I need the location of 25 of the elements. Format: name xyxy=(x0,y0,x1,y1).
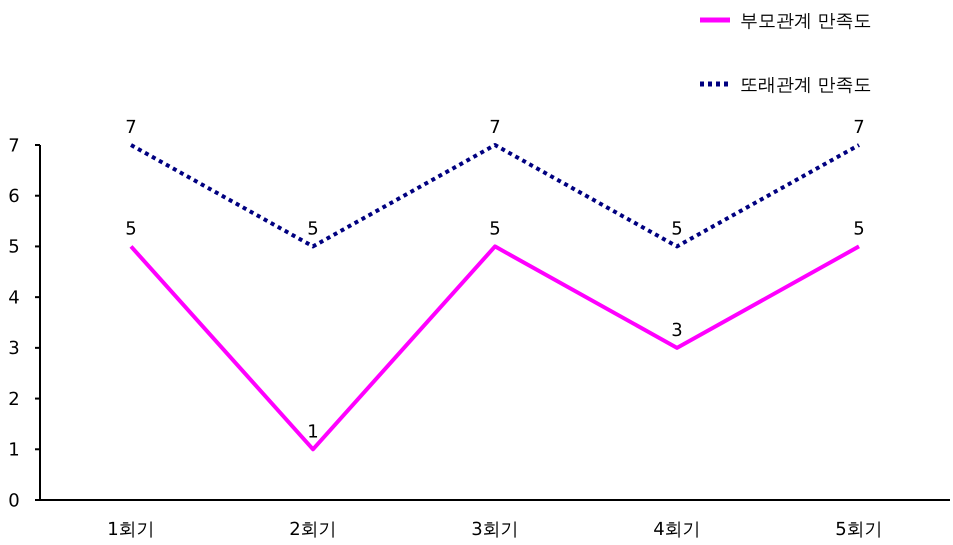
x-tick-label: 3회기 xyxy=(471,519,519,540)
legend-label: 부모관계 만족도 xyxy=(740,10,872,32)
y-tick-label: 1 xyxy=(8,440,20,461)
y-tick-label: 5 xyxy=(8,236,20,258)
y-tick-label: 7 xyxy=(8,135,20,156)
data-label: 7 xyxy=(853,117,865,138)
data-label: 7 xyxy=(125,117,137,138)
data-label: 5 xyxy=(125,218,137,240)
data-label: 1 xyxy=(307,421,319,442)
data-label: 3 xyxy=(671,320,683,341)
y-tick-label: 6 xyxy=(8,186,20,208)
data-label: 5 xyxy=(671,218,683,240)
legend-label: 또래관계 만족도 xyxy=(740,74,872,96)
y-tick-label: 2 xyxy=(8,388,20,410)
x-tick-label: 4회기 xyxy=(653,519,701,540)
data-label: 5 xyxy=(489,218,501,240)
data-label: 5 xyxy=(853,218,865,240)
y-tick-label: 0 xyxy=(8,490,20,512)
data-label: 7 xyxy=(489,117,501,138)
x-tick-label: 1회기 xyxy=(107,519,155,540)
x-tick-label: 5회기 xyxy=(835,519,883,540)
y-tick-label: 4 xyxy=(8,287,20,308)
data-label: 5 xyxy=(307,218,319,240)
x-tick-label: 2회기 xyxy=(289,519,337,540)
y-tick-label: 3 xyxy=(8,338,20,360)
